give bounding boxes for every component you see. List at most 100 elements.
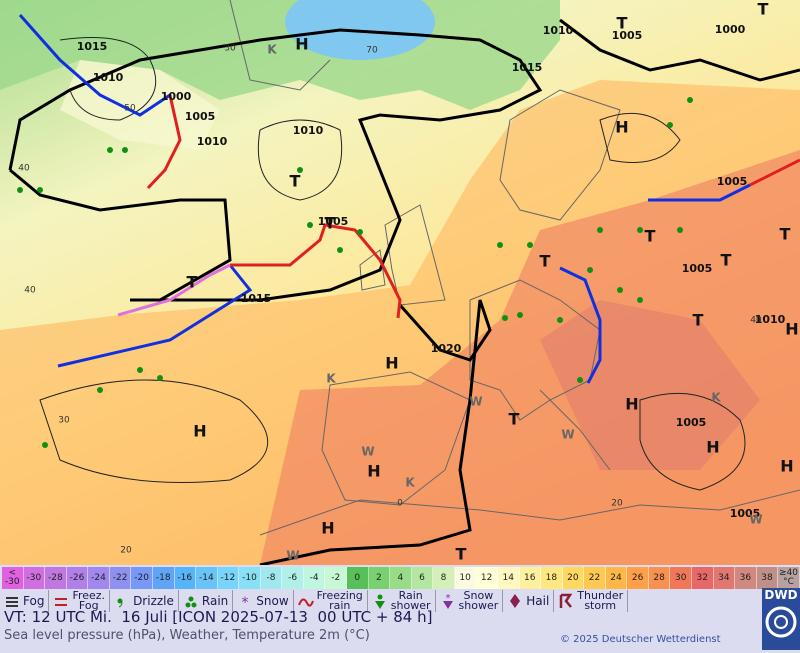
icon-part — [185, 602, 191, 608]
pressure-center: H — [780, 457, 793, 476]
isobar — [59, 37, 157, 121]
scale-cell: -8 — [260, 567, 283, 589]
icon-part — [561, 593, 573, 608]
weather-symbol — [517, 312, 523, 318]
airmass-label: K — [326, 372, 336, 386]
weather-symbol — [587, 267, 593, 273]
scale-cell: 28 — [648, 567, 671, 589]
pressure-center: T — [187, 273, 198, 292]
airmass-label: W — [361, 445, 374, 459]
legend-icon: * — [442, 593, 453, 609]
airmass-label: W — [286, 549, 299, 563]
pressure-center: H — [625, 395, 638, 414]
weather-symbol — [107, 147, 113, 153]
temperature-scale: < -30 -30 -28 -26 -24 -22 -20 -18 -16 -14 -12 -10 -8… — [2, 567, 800, 589]
isobar-label: 1005 — [676, 416, 707, 429]
scale-cell: ≥40 °C — [778, 567, 800, 589]
icon-part — [374, 601, 385, 609]
scale-cell: 38 — [756, 567, 779, 589]
scale-cell: 26 — [627, 567, 649, 589]
scale-cell: -22 — [109, 567, 132, 589]
pressure-center: T — [758, 0, 769, 19]
coastline — [229, 0, 331, 91]
scale-cell: 32 — [692, 567, 714, 589]
legend-item: Rain shower — [368, 590, 436, 612]
icon-part: * — [445, 593, 450, 604]
coastline — [321, 371, 471, 506]
pale-zone — [60, 60, 220, 150]
legend-item: * Snow — [233, 590, 294, 612]
coastline — [539, 389, 611, 471]
weather-symbol — [617, 287, 623, 293]
scale-cell: 16 — [519, 567, 542, 589]
weather-symbol — [557, 317, 563, 323]
scale-cell: -26 — [66, 567, 89, 589]
scale-cell: -6 — [282, 567, 304, 589]
weather-symbol — [687, 97, 693, 103]
icon-part — [6, 601, 18, 603]
scale-cell: 6 — [411, 567, 434, 589]
weather-symbol — [637, 227, 643, 233]
weather-symbol — [337, 247, 343, 253]
coastline — [259, 489, 800, 536]
scale-cell: -4 — [303, 567, 326, 589]
pressure-center: T — [721, 251, 732, 270]
cold-front — [57, 264, 253, 368]
scale-cell: 24 — [605, 567, 628, 589]
scale-cell: 34 — [713, 567, 736, 589]
icon-part: * — [242, 595, 249, 609]
legend-label: Thunder storm — [577, 589, 624, 612]
pressure-center: T — [509, 410, 520, 429]
temperature-contour-label: 30 — [58, 416, 70, 426]
scale-cell: 10 — [454, 567, 477, 589]
isobar — [39, 379, 268, 483]
scale-cell: 22 — [584, 567, 606, 589]
pressure-center: T — [617, 14, 628, 33]
airmass-label: W — [561, 428, 574, 442]
hot-zone — [540, 300, 760, 470]
isobar-label: 1000 — [161, 90, 192, 103]
legend-icon — [374, 594, 385, 609]
airmass-label: K — [405, 476, 415, 490]
temperature-contour-label: 30 — [224, 44, 236, 54]
coastline — [384, 204, 446, 306]
icon-part — [188, 596, 194, 602]
warm-front — [230, 223, 402, 319]
temperature-contour-label: 40 — [750, 316, 762, 326]
pressure-center: H — [706, 438, 719, 457]
legend-icon — [55, 598, 68, 606]
coastlines — [229, 0, 800, 536]
map-labels: 1015 1010 1000 1005 1010 1010 1005 1015 1015 1010… — [17, 0, 799, 564]
pressure-center: H — [193, 422, 206, 441]
weather-symbol — [297, 167, 303, 173]
hot-zone — [260, 150, 800, 565]
weather-symbol — [37, 187, 43, 193]
fronts — [18, 14, 800, 384]
icon-part — [377, 594, 383, 600]
legend-label: Snow shower — [458, 589, 499, 612]
legend-icon — [6, 597, 18, 607]
isobar-label: 1010 — [93, 71, 124, 84]
legend-icon — [185, 596, 197, 608]
isobar-label: 1010 — [755, 313, 786, 326]
coastline — [359, 249, 386, 291]
scale-cell: 36 — [735, 567, 757, 589]
legend-item: Freezing rain — [294, 590, 368, 612]
cold-front — [648, 183, 751, 202]
scale-cell: -28 — [45, 567, 67, 589]
pressure-center: H — [385, 354, 398, 373]
isobar-label: 1005 — [682, 262, 713, 275]
scale-cell: -16 — [174, 567, 197, 589]
icon-part — [55, 598, 68, 606]
weather-symbol — [42, 442, 48, 448]
temperature-contour-label: 0 — [397, 499, 403, 509]
pressure-center: T — [780, 225, 791, 244]
legend-label: Rain — [201, 594, 229, 608]
isobar — [559, 18, 800, 82]
isobar-label: 1010 — [543, 24, 574, 37]
icon-part — [118, 601, 123, 608]
icon-part — [6, 597, 18, 599]
pressure-center: H — [295, 35, 308, 54]
pressure-center: H — [367, 462, 380, 481]
temperature-contour-label: 40 — [24, 286, 36, 296]
